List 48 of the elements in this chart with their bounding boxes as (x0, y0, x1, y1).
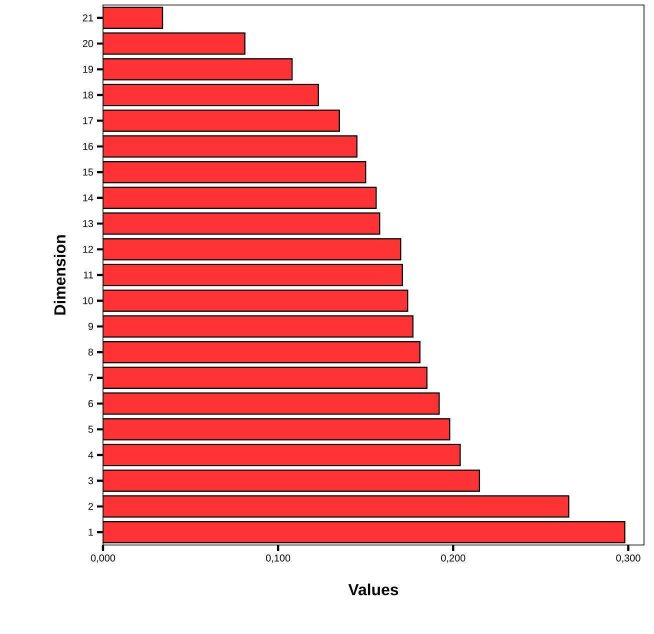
y-tick-label: 20 (82, 40, 94, 48)
y-tick-label: 2 (88, 502, 93, 510)
bar (103, 341, 420, 364)
y-tick-label: 10 (83, 297, 94, 304)
bar (103, 161, 366, 184)
bar (103, 366, 428, 390)
y-tick-label: 6 (88, 400, 94, 408)
x-tick-label: 0,300 (616, 554, 640, 563)
bar (103, 470, 480, 492)
bar (103, 238, 402, 260)
bar (103, 84, 319, 106)
y-tick-label: 12 (83, 246, 93, 253)
y-tick-label: 3 (88, 477, 94, 484)
bar (103, 521, 626, 544)
x-tick-label: 0,000 (90, 554, 116, 563)
y-tick-label: 16 (83, 142, 94, 150)
bar (103, 315, 414, 338)
y-tick-label: 15 (83, 168, 94, 176)
y-tick-label: 11 (84, 272, 93, 278)
y-tick-label: 17 (83, 117, 93, 124)
bar (103, 290, 408, 312)
bar (103, 264, 403, 286)
y-tick-label: 1 (88, 528, 93, 536)
bar (103, 58, 293, 80)
bar (103, 418, 450, 440)
y-tick-label: 21 (82, 14, 93, 22)
y-tick-label: 14 (83, 194, 94, 202)
y-tick-label: 19 (83, 66, 94, 73)
y-tick-label: 7 (88, 374, 93, 382)
x-axis-title: Values (348, 584, 398, 596)
bar (103, 444, 461, 466)
bar (103, 495, 570, 518)
y-tick-label: 9 (88, 322, 94, 330)
bar (103, 6, 164, 29)
y-tick-label: 13 (83, 220, 94, 228)
x-tick-label: 0,100 (266, 554, 290, 563)
bar (103, 135, 358, 158)
bar (103, 32, 246, 55)
bar (103, 110, 340, 132)
y-tick-label: 5 (88, 426, 94, 433)
y-tick-label: 8 (88, 348, 94, 356)
bar (103, 212, 380, 235)
bar (103, 186, 377, 209)
bar (103, 392, 440, 415)
x-tick-label: 0,200 (441, 554, 466, 563)
y-tick-label: 4 (88, 452, 94, 458)
y-tick-label: 18 (83, 91, 94, 99)
y-axis-title: Dimension (54, 235, 66, 315)
